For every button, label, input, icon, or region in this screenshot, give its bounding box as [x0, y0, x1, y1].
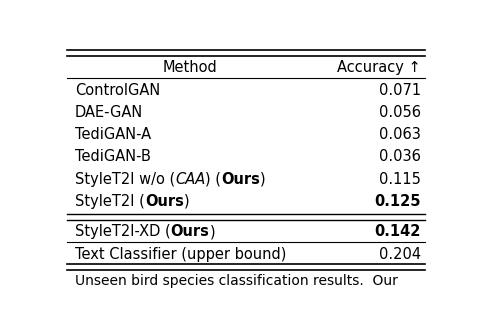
Text: StyleT2I-XD (: StyleT2I-XD ( [75, 224, 170, 239]
Text: TediGAN-A: TediGAN-A [75, 127, 151, 142]
Text: Accuracy ↑: Accuracy ↑ [337, 60, 421, 75]
Text: Ours: Ours [170, 224, 209, 239]
Text: ): ) [184, 194, 189, 209]
Text: 0.063: 0.063 [379, 127, 421, 142]
Text: Unseen bird species classification results.  Our: Unseen bird species classification resul… [75, 274, 398, 288]
Text: StyleT2I (: StyleT2I ( [75, 194, 145, 209]
Text: CAA: CAA [175, 172, 205, 187]
Text: 0.204: 0.204 [379, 247, 421, 262]
Text: 0.115: 0.115 [379, 172, 421, 187]
Text: DAE-GAN: DAE-GAN [75, 105, 143, 120]
Text: 0.036: 0.036 [379, 149, 421, 164]
Text: 0.142: 0.142 [374, 224, 421, 239]
Text: ) (: ) ( [205, 172, 221, 187]
Text: 0.071: 0.071 [379, 83, 421, 98]
Text: ): ) [209, 224, 215, 239]
Text: 0.125: 0.125 [374, 194, 421, 209]
Text: Method: Method [163, 60, 217, 75]
Text: ): ) [260, 172, 266, 187]
Text: 0.056: 0.056 [379, 105, 421, 120]
Text: StyleT2I w/o (: StyleT2I w/o ( [75, 172, 175, 187]
Text: Ours: Ours [145, 194, 184, 209]
Text: TediGAN-B: TediGAN-B [75, 149, 151, 164]
Text: Text Classifier (upper bound): Text Classifier (upper bound) [75, 247, 286, 262]
Text: Ours: Ours [221, 172, 260, 187]
Text: ControlGAN: ControlGAN [75, 83, 160, 98]
